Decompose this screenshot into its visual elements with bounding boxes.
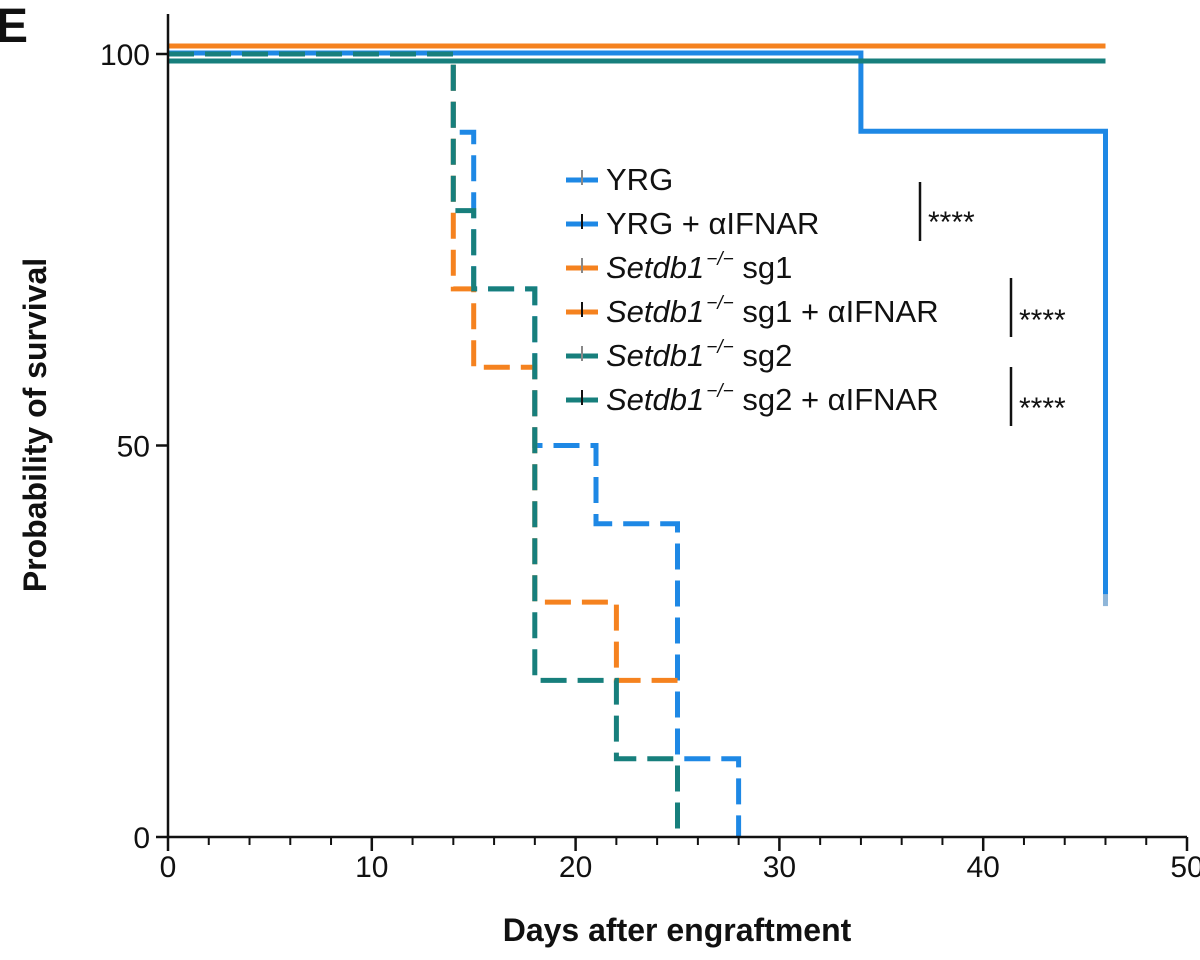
x-tick-label: 50 bbox=[1170, 851, 1200, 884]
x-tick-label: 0 bbox=[160, 851, 177, 884]
series-line-5 bbox=[168, 51, 680, 837]
y-tick-label: 50 bbox=[117, 431, 150, 464]
plot-lines bbox=[168, 43, 1108, 837]
legend: YRG YRG + αIFNAR Setdb1 −/− sg1 Setdb1 −/− sg… bbox=[566, 162, 1066, 426]
legend-label-2: YRG + αIFNAR bbox=[606, 206, 819, 241]
panel-label: E bbox=[0, 0, 28, 53]
x-axis-title: Days after engraftment bbox=[503, 912, 852, 948]
y-tick-label: 0 bbox=[133, 822, 150, 855]
legend-label-6: Setdb1 −/− sg2 + αIFNAR bbox=[606, 381, 939, 417]
significance-label: **** bbox=[928, 206, 975, 239]
x-tick-label: 40 bbox=[967, 851, 1000, 884]
axes: 0 10 20 30 40 50 0 50 100 bbox=[100, 14, 1200, 884]
legend-label-3: Setdb1 −/− sg1 bbox=[606, 249, 792, 285]
significance-label: **** bbox=[1019, 304, 1066, 337]
y-axis-title: Probability of survival bbox=[17, 258, 53, 592]
legend-label-5: Setdb1 −/− sg2 bbox=[606, 337, 792, 373]
series-line-2 bbox=[168, 50, 1108, 602]
legend-label-1: YRG bbox=[606, 162, 673, 197]
x-tick-label: 10 bbox=[355, 851, 388, 884]
x-tick-label: 20 bbox=[559, 851, 592, 884]
significance-label: **** bbox=[1019, 392, 1066, 425]
y-tick-label: 100 bbox=[100, 39, 150, 72]
series-line-3 bbox=[168, 51, 678, 683]
x-tick-label: 30 bbox=[763, 851, 796, 884]
legend-label-4: Setdb1 −/− sg1 + αIFNAR bbox=[606, 293, 939, 329]
